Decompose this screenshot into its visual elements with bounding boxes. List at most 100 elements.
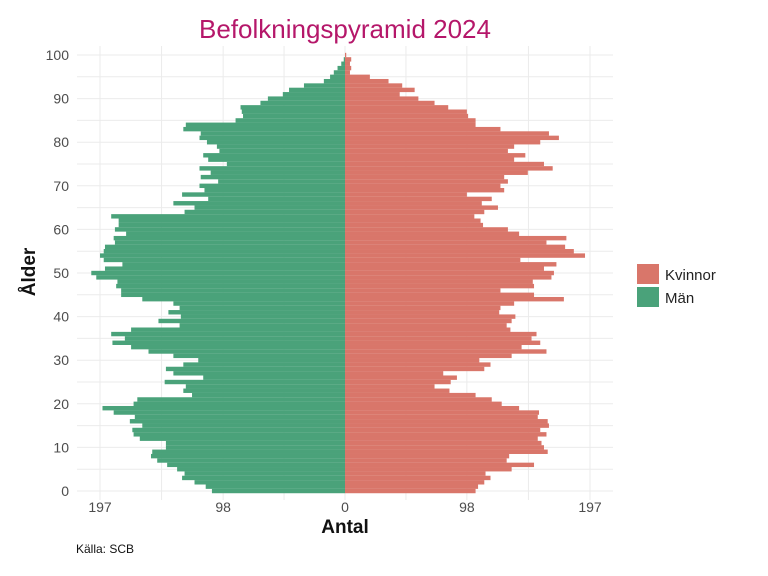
bar-man-age-3 (182, 475, 345, 481)
bar-kvinnor-age-7 (345, 458, 507, 463)
bar-kvinnor-age-80 (345, 140, 541, 145)
bar-man-age-78 (219, 148, 345, 154)
bar-man-age-54 (100, 253, 345, 258)
bar-kvinnor-age-59 (345, 231, 520, 236)
bar-man-age-51 (104, 266, 346, 271)
bar-kvinnor-age-4 (345, 471, 486, 476)
bar-man-age-83 (183, 126, 345, 132)
bar-man-age-18 (113, 410, 345, 415)
bar-man-age-23 (183, 388, 345, 393)
bar-kvinnor-age-92 (345, 87, 415, 93)
bar-man-age-99 (343, 57, 345, 62)
bar-man-age-90 (267, 96, 345, 101)
bar-kvinnor-age-1 (345, 484, 479, 489)
bar-man-age-67 (208, 196, 345, 202)
y-tick-label: 70 (53, 178, 69, 194)
bar-kvinnor-age-11 (345, 440, 542, 446)
bar-man-age-65 (194, 205, 345, 210)
bar-man-age-40 (180, 314, 345, 319)
bar-kvinnor-age-93 (345, 83, 403, 88)
bar-kvinnor-age-70 (345, 183, 501, 189)
bar-kvinnor-age-85 (345, 118, 476, 123)
bar-kvinnor-age-54 (345, 253, 586, 258)
bar-man-age-86 (243, 113, 345, 119)
bar-kvinnor-age-8 (345, 453, 510, 459)
bar-kvinnor-age-71 (345, 179, 508, 184)
bar-kvinnor-age-66 (345, 201, 482, 206)
bar-kvinnor-age-68 (345, 192, 467, 197)
bar-man-age-96 (333, 70, 345, 75)
bar-kvinnor-age-2 (345, 480, 485, 485)
bar-kvinnor-age-89 (345, 100, 435, 106)
bar-kvinnor-age-81 (345, 135, 559, 141)
bar-kvinnor-age-37 (345, 327, 511, 332)
bar-man-age-56 (104, 244, 346, 250)
bar-kvinnor-age-34 (345, 340, 541, 345)
y-tick-label: 80 (53, 134, 69, 150)
y-axis-title: Ålder (19, 247, 40, 296)
bar-kvinnor-age-98 (345, 61, 350, 66)
x-axis-title: Antal (321, 517, 369, 538)
bar-man-age-14 (132, 427, 345, 433)
x-tick-label: 197 (578, 499, 602, 515)
bar-man-age-95 (330, 74, 345, 80)
bar-kvinnor-age-69 (345, 187, 505, 193)
bar-man-age-88 (240, 105, 345, 110)
bar-man-age-61 (118, 222, 346, 228)
y-tick-label: 0 (61, 483, 69, 499)
bar-kvinnor-age-88 (345, 105, 449, 110)
bar-kvinnor-age-12 (345, 436, 538, 441)
bar-kvinnor-age-100 (345, 52, 347, 58)
x-tick-label: 98 (215, 499, 231, 515)
bar-kvinnor-age-29 (345, 362, 491, 367)
x-tick-label: 0 (341, 499, 349, 515)
legend-swatch-man (637, 287, 659, 307)
bar-man-age-25 (164, 379, 345, 385)
bar-kvinnor-age-90 (345, 96, 419, 101)
bar-kvinnor-age-33 (345, 344, 522, 350)
bar-kvinnor-age-20 (345, 401, 502, 407)
bar-kvinnor-age-79 (345, 144, 515, 149)
bar-man-age-6 (167, 462, 345, 468)
bar-man-age-75 (226, 161, 345, 167)
bar-kvinnor-age-55 (345, 249, 574, 254)
bar-kvinnor-age-0 (345, 488, 476, 494)
bar-kvinnor-age-75 (345, 161, 544, 167)
bar-man-age-27 (173, 371, 345, 376)
bar-man-age-50 (91, 270, 345, 276)
bar-man-age-82 (200, 131, 345, 136)
bar-man-age-77 (203, 153, 345, 158)
bar-man-age-28 (165, 366, 345, 372)
bar-kvinnor-age-45 (345, 292, 535, 298)
bar-man-age-85 (235, 118, 345, 123)
bar-man-age-66 (173, 201, 345, 206)
bar-man-age-5 (177, 467, 345, 472)
bar-kvinnor-age-48 (345, 279, 533, 284)
bar-kvinnor-age-60 (345, 227, 508, 232)
bar-kvinnor-age-6 (345, 462, 535, 468)
bar-man-age-47 (116, 283, 345, 289)
chart-title: Befolkningspyramid 2024 (199, 14, 491, 44)
y-tick-label: 100 (46, 47, 70, 63)
bar-man-age-87 (241, 109, 345, 114)
bar-kvinnor-age-50 (345, 270, 554, 276)
bar-kvinnor-age-13 (345, 432, 547, 437)
bar-man-age-35 (124, 336, 345, 341)
bar-man-age-38 (179, 323, 345, 328)
bar-man-age-45 (121, 292, 345, 298)
bar-kvinnor-age-84 (345, 122, 476, 127)
legend-label-kvinnor: Kvinnor (665, 267, 716, 284)
bar-kvinnor-age-40 (345, 314, 516, 319)
bar-man-age-60 (114, 227, 345, 232)
bar-kvinnor-age-56 (345, 244, 566, 250)
bar-kvinnor-age-87 (345, 109, 467, 114)
bar-man-age-19 (102, 405, 346, 411)
bar-man-age-21 (137, 397, 345, 402)
bar-man-age-39 (158, 318, 345, 324)
bar-kvinnor-age-61 (345, 222, 484, 228)
bar-kvinnor-age-83 (345, 126, 501, 132)
bar-kvinnor-age-24 (345, 384, 435, 389)
bar-man-age-0 (211, 488, 345, 494)
bar-man-age-89 (260, 100, 345, 106)
bar-man-age-34 (112, 340, 345, 345)
